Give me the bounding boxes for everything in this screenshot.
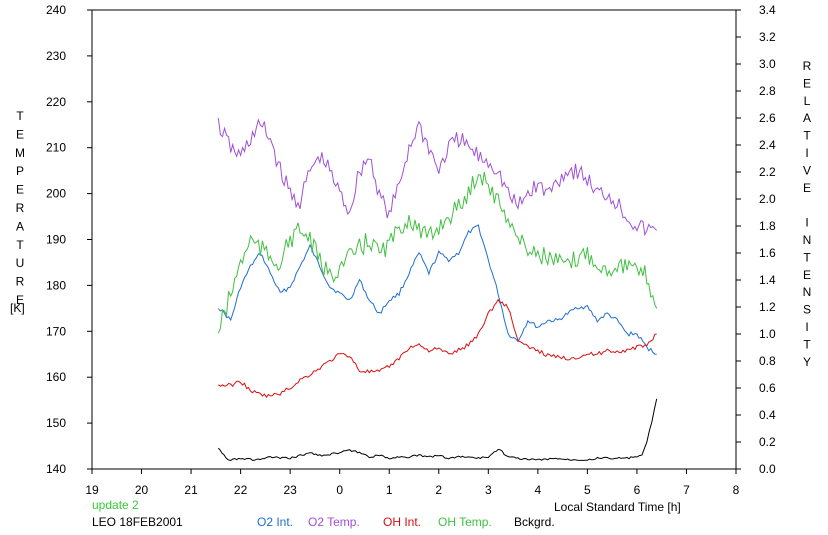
- y-left-tick-label: 230: [46, 49, 66, 63]
- station-text: LEO 18FEB2001: [92, 515, 183, 529]
- legend-entry: O2 Int.: [257, 515, 293, 529]
- y-right-tick-label: 2.6: [759, 111, 776, 125]
- y-left-tick-label: 240: [46, 3, 66, 17]
- legend: O2 Int. O2 Temp. OH Int. OH Temp. Bckgrd.: [257, 515, 555, 529]
- legend-entry: OH Temp.: [438, 515, 492, 529]
- y-right-title-letter: S: [803, 303, 811, 317]
- x-tick-label: 3: [485, 483, 492, 497]
- series-line: [217, 224, 657, 355]
- legend-entry: O2 Temp.: [308, 515, 360, 529]
- y-right-tick-label: 1.6: [759, 246, 776, 260]
- y-left-title-letter: E: [16, 293, 24, 307]
- y-left-title-letter: E: [16, 183, 24, 197]
- x-tick-label: 4: [535, 483, 542, 497]
- series-line: [217, 172, 658, 334]
- x-tick-label: 19: [85, 483, 99, 497]
- y-right-tick-label: 1.2: [759, 300, 776, 314]
- y-left-title-letter: R: [16, 201, 25, 215]
- y-right-title-letter: T: [803, 250, 811, 264]
- legend-entry: OH Int.: [383, 515, 421, 529]
- x-tick-label: 20: [135, 483, 149, 497]
- y-right-title-letter: I: [805, 216, 808, 230]
- y-left-tick-label: 210: [46, 141, 66, 155]
- y-left-tick-label: 140: [46, 462, 66, 476]
- y-right-tick-label: 2.2: [759, 165, 776, 179]
- y-right-title-letter: E: [803, 181, 811, 195]
- y-left-axis-ticks: 140 150 160 170 180 190 200 210 220 230 240: [46, 3, 92, 476]
- y-right-title-letter: N: [803, 285, 812, 299]
- y-right-tick-label: 0.2: [759, 435, 776, 449]
- y-left-title-letter: A: [16, 219, 24, 233]
- y-right-tick-label: 3.2: [759, 30, 776, 44]
- y-right-tick-label: 1.0: [759, 327, 776, 341]
- x-tick-label: 21: [184, 483, 198, 497]
- y-right-tick-label: 0.6: [759, 381, 776, 395]
- series-line: [217, 117, 658, 237]
- y-right-tick-label: 1.4: [759, 273, 776, 287]
- y-right-tick-label: 3.4: [759, 3, 776, 17]
- y-right-tick-label: 0.8: [759, 354, 776, 368]
- y-left-title-letter: T: [16, 109, 24, 123]
- y-right-tick-label: 2.4: [759, 138, 776, 152]
- y-left-tick-label: 180: [46, 278, 66, 292]
- x-tick-label: 23: [283, 483, 297, 497]
- x-tick-label: 7: [683, 483, 690, 497]
- plot-frame: [91, 9, 737, 470]
- y-right-tick-label: 1.8: [759, 219, 776, 233]
- y-left-title-letter: P: [16, 164, 24, 178]
- x-tick-label: 6: [634, 483, 641, 497]
- y-right-title-letter: Y: [803, 355, 811, 369]
- y-right-tick-label: 2.8: [759, 84, 776, 98]
- x-tick-label: 0: [336, 483, 343, 497]
- y-right-title-letter: N: [803, 233, 812, 247]
- x-tick-label: 1: [386, 483, 393, 497]
- series-line: [217, 298, 657, 398]
- status-text: update 2: [92, 498, 139, 512]
- y-right-tick-label: 0.0: [759, 462, 776, 476]
- y-left-tick-label: 170: [46, 324, 66, 338]
- y-left-axis-unit: [K]: [10, 301, 25, 315]
- y-right-title-letter: I: [805, 146, 808, 160]
- x-tick-label: 5: [584, 483, 591, 497]
- y-right-title-letter: A: [803, 111, 811, 125]
- y-right-title-letter: V: [803, 163, 811, 177]
- y-left-tick-label: 200: [46, 187, 66, 201]
- y-left-title-letter: E: [16, 127, 24, 141]
- y-right-title-letter: E: [803, 76, 811, 90]
- series-lines: [217, 117, 658, 462]
- y-left-title-letter: M: [15, 146, 25, 160]
- y-left-title-letter: U: [16, 256, 25, 270]
- x-tick-label: 8: [733, 483, 740, 497]
- y-right-title-letter: E: [803, 268, 811, 282]
- x-axis-ticks: 19 20 21 22 23 0 1 2 3 4 5 6 7 8: [85, 469, 740, 497]
- y-left-tick-label: 190: [46, 233, 66, 247]
- y-right-title-letter: I: [805, 320, 808, 334]
- y-left-title-letter: T: [16, 238, 24, 252]
- y-right-title-letter: R: [803, 59, 812, 73]
- y-left-tick-label: 150: [46, 416, 66, 430]
- y-left-title-letter: R: [16, 275, 25, 289]
- y-right-title-letter: T: [803, 129, 811, 143]
- y-right-tick-label: 2.0: [759, 192, 776, 206]
- y-right-title-letter: L: [804, 94, 811, 108]
- x-tick-label: 2: [435, 483, 442, 497]
- y-left-tick-label: 220: [46, 95, 66, 109]
- y-right-axis-ticks: 0.0 0.2 0.4 0.6 0.8 1.0 1.2 1.4 1.6 1.8 2.0 2.2 2.4 2…: [736, 3, 776, 476]
- y-right-tick-label: 3.0: [759, 57, 776, 71]
- x-tick-label: 22: [234, 483, 248, 497]
- y-right-tick-label: 0.4: [759, 408, 776, 422]
- y-right-title-letter: T: [803, 337, 811, 351]
- x-axis-title: Local Standard Time [h]: [554, 500, 681, 514]
- y-left-tick-label: 160: [46, 370, 66, 384]
- legend-entry: Bckgrd.: [514, 515, 555, 529]
- series-line: [217, 398, 658, 462]
